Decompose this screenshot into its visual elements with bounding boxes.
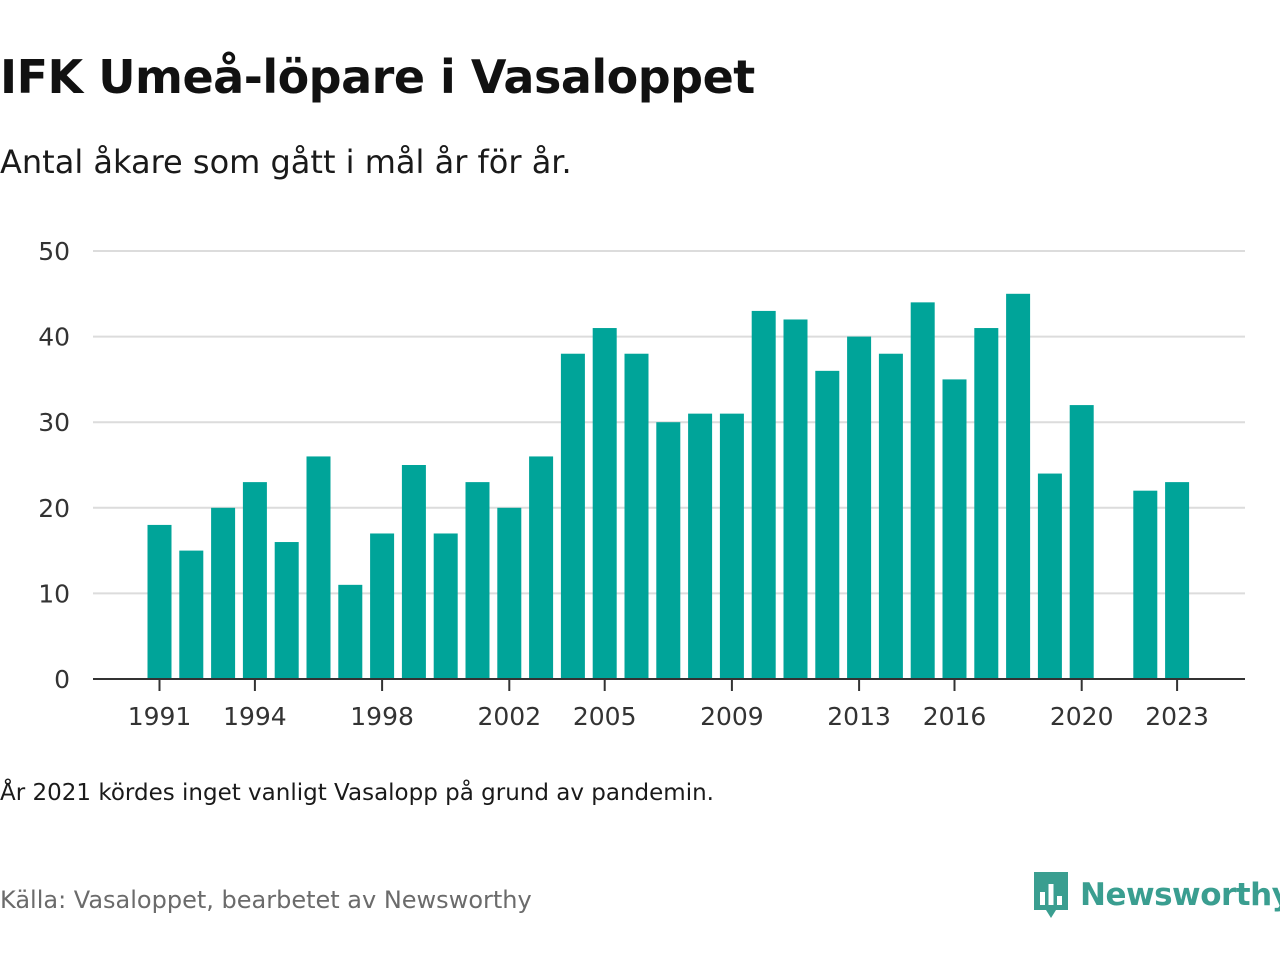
bar-2009 <box>719 413 744 679</box>
bar-1993 <box>211 507 236 679</box>
bar-2016 <box>942 379 967 679</box>
footnote: År 2021 kördes inget vanligt Vasalopp på… <box>0 780 714 806</box>
bar-2002 <box>497 507 522 679</box>
y-tick-label: 40 <box>38 323 70 352</box>
y-tick-label: 20 <box>38 494 70 523</box>
x-axis-ticks: 1991 1994 1998 2002 2005 2009 2013 2016 2020 2023 <box>128 679 1209 731</box>
bar-2011 <box>783 319 808 679</box>
bar-2015 <box>910 302 935 679</box>
bar-2006 <box>624 353 649 679</box>
bar-2004 <box>560 353 585 679</box>
x-tick-label: 2013 <box>827 702 891 731</box>
bar-2001 <box>465 482 490 679</box>
bar-2013 <box>847 336 872 679</box>
bar-2018 <box>1006 293 1031 679</box>
bar-2023 <box>1165 482 1190 679</box>
newsworthy-logo-icon <box>1034 872 1068 918</box>
bar-1994 <box>242 482 267 679</box>
bar-2008 <box>688 413 713 679</box>
chart-subtitle: Antal åkare som gått i mål år för år. <box>0 143 572 181</box>
bar-2007 <box>656 422 681 679</box>
y-tick-label: 50 <box>38 237 70 266</box>
x-tick-label: 1998 <box>350 702 414 731</box>
bars <box>147 293 1190 679</box>
x-tick-label: 2020 <box>1050 702 1114 731</box>
bar-2012 <box>815 370 840 679</box>
x-tick-label: 1994 <box>223 702 287 731</box>
y-axis-ticks: 0 10 20 30 40 50 <box>38 237 70 694</box>
x-tick-label: 2009 <box>700 702 764 731</box>
x-tick-label: 2016 <box>923 702 987 731</box>
y-tick-label: 0 <box>54 665 70 694</box>
bar-2017 <box>974 328 999 679</box>
bar-1992 <box>179 550 204 679</box>
bar-chart: 0 10 20 30 40 50 1991 1994 1998 2002 2005 2009 2013… <box>38 237 1245 731</box>
bar-1999 <box>401 465 426 679</box>
bar-1998 <box>370 533 395 679</box>
bar-2022 <box>1133 490 1158 679</box>
bar-2019 <box>1037 473 1062 679</box>
bar-2005 <box>592 328 617 679</box>
newsworthy-logo: Newsworthy <box>1032 868 1280 922</box>
bar-2010 <box>751 310 776 679</box>
bar-2003 <box>529 456 554 679</box>
x-tick-label: 2002 <box>477 702 541 731</box>
y-tick-label: 10 <box>38 579 70 608</box>
source-credit: Källa: Vasaloppet, bearbetet av Newswort… <box>0 886 532 914</box>
x-tick-label: 2005 <box>573 702 637 731</box>
bar-1995 <box>274 542 299 679</box>
bar-2020 <box>1069 405 1094 679</box>
chart-title: IFK Umeå-löpare i Vasaloppet <box>0 50 755 104</box>
newsworthy-logo-text: Newsworthy <box>1080 877 1280 913</box>
y-tick-label: 30 <box>38 408 70 437</box>
bar-1996 <box>306 456 331 679</box>
x-tick-label: 2023 <box>1145 702 1209 731</box>
bar-2014 <box>878 353 903 679</box>
bar-1991 <box>147 524 172 679</box>
bar-1997 <box>338 584 363 679</box>
x-tick-label: 1991 <box>128 702 192 731</box>
bar-2000 <box>433 533 458 679</box>
